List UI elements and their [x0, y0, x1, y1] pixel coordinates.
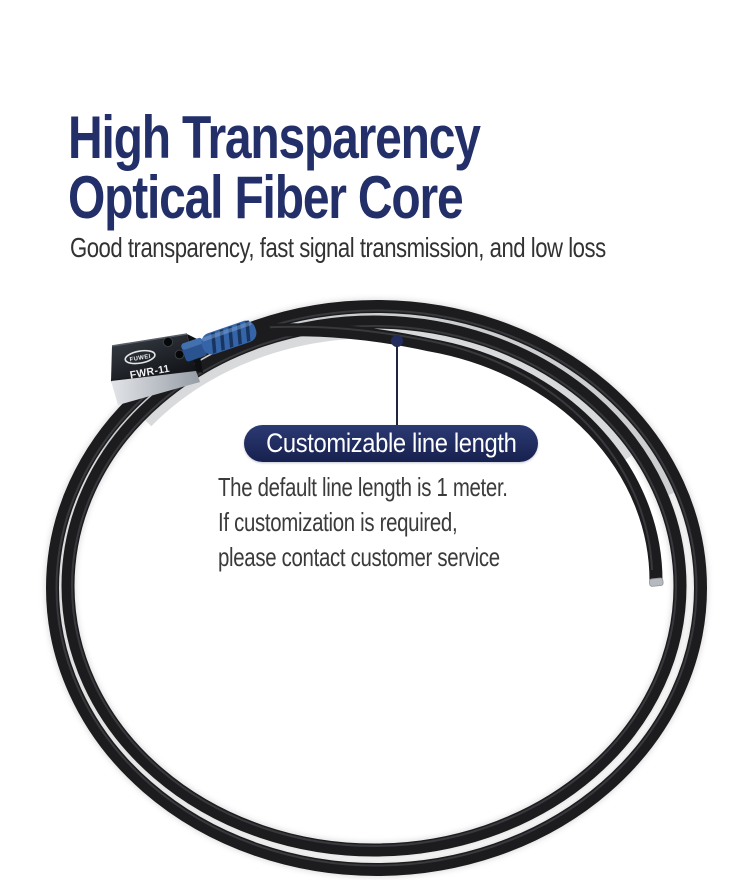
page-title-line1: High Transparency: [68, 104, 481, 171]
connector-barrel-highlight: [202, 321, 252, 342]
callout-description: The default line length is 1 meter. If c…: [218, 470, 587, 575]
coil-strand-inner-highlight: [255, 325, 653, 571]
coil-strand-middle: [61, 315, 687, 857]
sensor-mounting-hole: [162, 336, 174, 348]
sensor-head: FUWEI FWR-11: [110, 333, 203, 405]
sensor-brand-logo-oval: [124, 349, 156, 365]
page-title-line2: Optical Fiber Core: [68, 164, 464, 231]
sensor-brand-text: FUWEI: [129, 354, 151, 364]
page-subtitle: Good transparency, fast signal transmiss…: [70, 232, 606, 263]
callout-pointer-line: [396, 346, 398, 426]
page-title: High Transparency Optical Fiber Core: [68, 108, 583, 228]
coil-strand-middle-highlight: [71, 325, 677, 847]
coil-strand-inner: [253, 323, 663, 583]
connector-collar-highlight: [181, 337, 203, 350]
sensor-top-edge: [111, 333, 188, 347]
sensor-mounting-hole: [174, 349, 185, 360]
coil-strand-outer: [46, 300, 707, 876]
cable-connector: [181, 317, 270, 362]
coil-strand-outer-highlight: [55, 309, 698, 867]
callout-dot: [391, 335, 403, 347]
sensor-sensing-face: [111, 371, 200, 405]
callout-badge: Customizable line length: [244, 425, 538, 462]
cable-end-cap: [649, 577, 664, 587]
callout-badge-label: Customizable line length: [265, 428, 517, 458]
description-line-3: please contact customer service: [218, 542, 500, 572]
description-line-1: The default line length is 1 meter.: [218, 472, 508, 502]
description-line-2: If customization is required,: [218, 507, 458, 537]
